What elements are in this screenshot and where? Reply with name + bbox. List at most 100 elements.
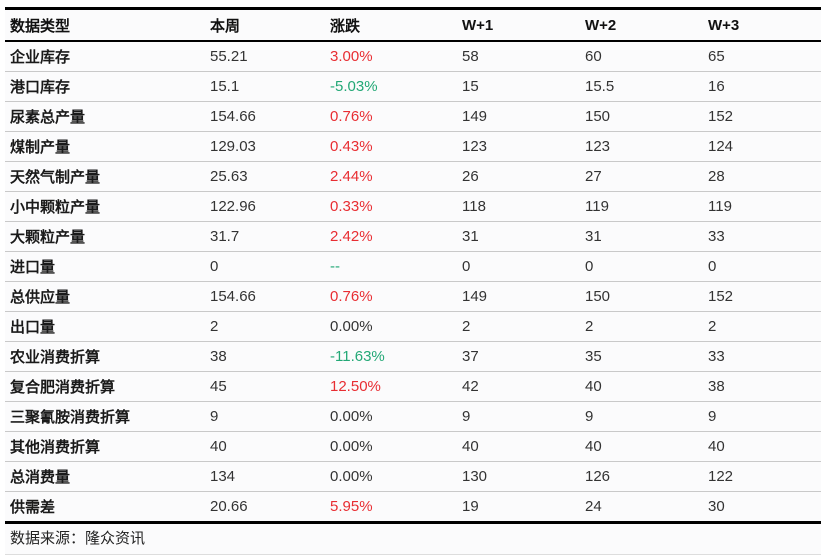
cell-data-type: 企业库存 [5, 41, 210, 72]
table-row: 供需差 20.66 5.95% 19 24 30 [5, 491, 821, 524]
column-header-data-type: 数据类型 [5, 7, 210, 42]
cell-w2: 15.5 [585, 71, 708, 102]
table-row: 农业消费折算 38 -11.63% 37 35 33 [5, 341, 821, 372]
cell-this-week: 2 [210, 311, 330, 342]
cell-w1: 118 [462, 191, 585, 222]
cell-w1: 31 [462, 221, 585, 252]
cell-change: 12.50% [330, 371, 462, 402]
cell-w1: 9 [462, 401, 585, 432]
cell-this-week: 25.63 [210, 161, 330, 192]
cell-this-week: 9 [210, 401, 330, 432]
cell-w2: 40 [585, 431, 708, 462]
table-row: 复合肥消费折算 45 12.50% 42 40 38 [5, 371, 821, 402]
table-header: 数据类型 本周 涨跌 W+1 W+2 W+3 [5, 7, 821, 42]
cell-w1: 42 [462, 371, 585, 402]
cell-change: 0.00% [330, 431, 462, 462]
cell-w3: 33 [708, 341, 821, 372]
cell-w1: 19 [462, 491, 585, 524]
cell-w2: 27 [585, 161, 708, 192]
cell-change: 0.00% [330, 401, 462, 432]
table-row: 尿素总产量 154.66 0.76% 149 150 152 [5, 101, 821, 132]
cell-data-type: 煤制产量 [5, 131, 210, 162]
cell-data-type: 出口量 [5, 311, 210, 342]
cell-this-week: 134 [210, 461, 330, 492]
table-row: 其他消费折算 40 0.00% 40 40 40 [5, 431, 821, 462]
data-table: 数据类型 本周 涨跌 W+1 W+2 W+3 企业库存 55.21 3.00% … [5, 7, 821, 524]
cell-w2: 123 [585, 131, 708, 162]
cell-w2: 24 [585, 491, 708, 524]
cell-w2: 126 [585, 461, 708, 492]
cell-w3: 33 [708, 221, 821, 252]
cell-this-week: 122.96 [210, 191, 330, 222]
cell-w1: 37 [462, 341, 585, 372]
cell-data-type: 进口量 [5, 251, 210, 282]
cell-w2: 31 [585, 221, 708, 252]
cell-change: 5.95% [330, 491, 462, 524]
table-body: 企业库存 55.21 3.00% 58 60 65 港口库存 15.1 -5.0… [5, 41, 821, 524]
cell-w1: 58 [462, 41, 585, 72]
table-row: 煤制产量 129.03 0.43% 123 123 124 [5, 131, 821, 162]
cell-data-type: 大颗粒产量 [5, 221, 210, 252]
cell-data-type: 三聚氰胺消费折算 [5, 401, 210, 432]
cell-this-week: 45 [210, 371, 330, 402]
cell-w1: 123 [462, 131, 585, 162]
table-row: 小中颗粒产量 122.96 0.33% 118 119 119 [5, 191, 821, 222]
cell-data-type: 供需差 [5, 491, 210, 524]
cell-w3: 2 [708, 311, 821, 342]
cell-w1: 2 [462, 311, 585, 342]
cell-change: -5.03% [330, 71, 462, 102]
cell-w1: 130 [462, 461, 585, 492]
cell-w2: 2 [585, 311, 708, 342]
cell-w2: 119 [585, 191, 708, 222]
cell-w3: 124 [708, 131, 821, 162]
cell-change: 2.42% [330, 221, 462, 252]
cell-change: 0.43% [330, 131, 462, 162]
cell-w3: 0 [708, 251, 821, 282]
cell-w1: 0 [462, 251, 585, 282]
table-row: 进口量 0 -- 0 0 0 [5, 251, 821, 282]
cell-data-type: 复合肥消费折算 [5, 371, 210, 402]
table-row: 天然气制产量 25.63 2.44% 26 27 28 [5, 161, 821, 192]
cell-w1: 40 [462, 431, 585, 462]
column-header-w2: W+2 [585, 7, 708, 42]
cell-w3: 65 [708, 41, 821, 72]
cell-w2: 150 [585, 101, 708, 132]
cell-w2: 150 [585, 281, 708, 312]
cell-data-type: 总供应量 [5, 281, 210, 312]
table-row: 三聚氰胺消费折算 9 0.00% 9 9 9 [5, 401, 821, 432]
cell-this-week: 0 [210, 251, 330, 282]
table-row: 出口量 2 0.00% 2 2 2 [5, 311, 821, 342]
cell-w3: 9 [708, 401, 821, 432]
cell-change: 2.44% [330, 161, 462, 192]
cell-w3: 28 [708, 161, 821, 192]
cell-change: 0.00% [330, 311, 462, 342]
supply-demand-table-card: 数据类型 本周 涨跌 W+1 W+2 W+3 企业库存 55.21 3.00% … [5, 7, 821, 555]
cell-this-week: 129.03 [210, 131, 330, 162]
cell-data-type: 尿素总产量 [5, 101, 210, 132]
cell-this-week: 154.66 [210, 281, 330, 312]
cell-w1: 149 [462, 281, 585, 312]
table-row: 总供应量 154.66 0.76% 149 150 152 [5, 281, 821, 312]
data-source-note: 数据来源：隆众资讯 [10, 530, 146, 547]
cell-data-type: 港口库存 [5, 71, 210, 102]
cell-change: 0.33% [330, 191, 462, 222]
table-row: 大颗粒产量 31.7 2.42% 31 31 33 [5, 221, 821, 252]
cell-this-week: 15.1 [210, 71, 330, 102]
cell-this-week: 31.7 [210, 221, 330, 252]
cell-this-week: 55.21 [210, 41, 330, 72]
column-header-change: 涨跌 [330, 7, 462, 42]
cell-this-week: 40 [210, 431, 330, 462]
cell-data-type: 农业消费折算 [5, 341, 210, 372]
cell-w1: 149 [462, 101, 585, 132]
cell-w2: 35 [585, 341, 708, 372]
cell-change: 0.76% [330, 101, 462, 132]
cell-w3: 38 [708, 371, 821, 402]
cell-this-week: 154.66 [210, 101, 330, 132]
table-row: 总消费量 134 0.00% 130 126 122 [5, 461, 821, 492]
cell-this-week: 20.66 [210, 491, 330, 524]
cell-w3: 30 [708, 491, 821, 524]
cell-data-type: 其他消费折算 [5, 431, 210, 462]
table-row: 企业库存 55.21 3.00% 58 60 65 [5, 41, 821, 72]
cell-w3: 152 [708, 281, 821, 312]
cell-data-type: 天然气制产量 [5, 161, 210, 192]
